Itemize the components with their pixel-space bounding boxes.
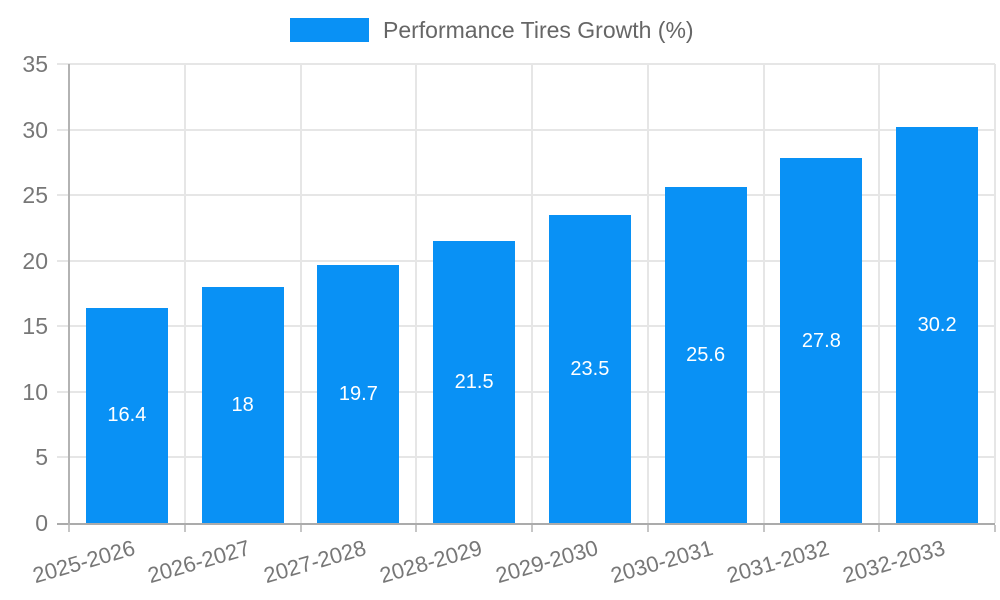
y-axis-tick-label: 30 xyxy=(22,116,48,143)
y-axis-line xyxy=(68,64,70,525)
h-gridline xyxy=(57,194,995,197)
h-gridline xyxy=(57,325,995,328)
bar xyxy=(896,126,979,523)
v-gridline xyxy=(415,64,418,523)
x-axis-tick-label: 2027-2028 xyxy=(260,535,369,589)
x-axis-tick xyxy=(299,525,302,532)
x-axis-tick xyxy=(415,525,418,532)
h-gridline xyxy=(57,63,995,65)
x-axis-tick-label: 2032-2033 xyxy=(839,535,948,589)
bar xyxy=(664,187,747,523)
bar-value-label: 19.7 xyxy=(338,382,378,405)
bar xyxy=(317,264,400,523)
v-gridline xyxy=(299,64,302,523)
bar-value-label: 18 xyxy=(231,393,254,416)
v-gridline xyxy=(762,64,765,523)
h-gridline xyxy=(57,259,995,262)
x-axis-tick xyxy=(646,525,649,532)
x-axis-line xyxy=(57,523,995,525)
bar xyxy=(85,307,168,523)
v-gridline xyxy=(183,64,186,523)
v-gridline xyxy=(646,64,649,523)
y-axis-tick-label: 25 xyxy=(22,182,48,209)
bar-value-label: 27.8 xyxy=(801,329,841,352)
bar-value-label: 30.2 xyxy=(917,313,957,336)
bar xyxy=(780,158,863,523)
y-axis-tick-label: 0 xyxy=(35,510,48,536)
bar-value-label: 25.6 xyxy=(686,344,726,367)
x-axis-tick-label: 2029-2030 xyxy=(492,535,601,589)
h-gridline xyxy=(57,456,995,459)
y-axis-tick-label: 5 xyxy=(35,444,48,471)
h-gridline xyxy=(57,128,995,131)
x-axis-tick xyxy=(878,525,881,532)
bar-value-label: 23.5 xyxy=(570,357,610,380)
v-gridline xyxy=(878,64,881,523)
x-axis-tick-label: 2026-2027 xyxy=(145,535,254,589)
x-axis-tick xyxy=(994,525,996,532)
bar-value-label: 16.4 xyxy=(107,404,147,427)
legend-swatch xyxy=(290,18,369,42)
x-axis-tick xyxy=(762,525,765,532)
v-gridline xyxy=(994,64,996,523)
x-axis-tick xyxy=(183,525,186,532)
y-axis-tick-label: 15 xyxy=(22,313,48,340)
x-axis-tick xyxy=(531,525,533,532)
x-axis-tick xyxy=(68,525,70,532)
y-axis-tick-label: 10 xyxy=(22,378,48,405)
y-axis-tick-label: 35 xyxy=(22,51,48,77)
chart-legend: Performance Tires Growth (%) xyxy=(290,17,694,43)
bar xyxy=(201,286,284,523)
v-gridline xyxy=(531,64,533,523)
bar xyxy=(433,241,516,523)
bar-value-label: 21.5 xyxy=(454,371,494,394)
x-axis-tick-label: 2025-2026 xyxy=(29,535,138,589)
x-axis-tick-label: 2030-2031 xyxy=(608,535,717,589)
h-gridline xyxy=(57,390,995,393)
x-axis-tick-label: 2028-2029 xyxy=(376,535,485,589)
x-axis-tick-label: 2031-2032 xyxy=(723,535,832,589)
y-axis-tick-label: 20 xyxy=(22,247,48,274)
bar xyxy=(548,214,631,523)
legend-label: Performance Tires Growth (%) xyxy=(383,16,694,43)
